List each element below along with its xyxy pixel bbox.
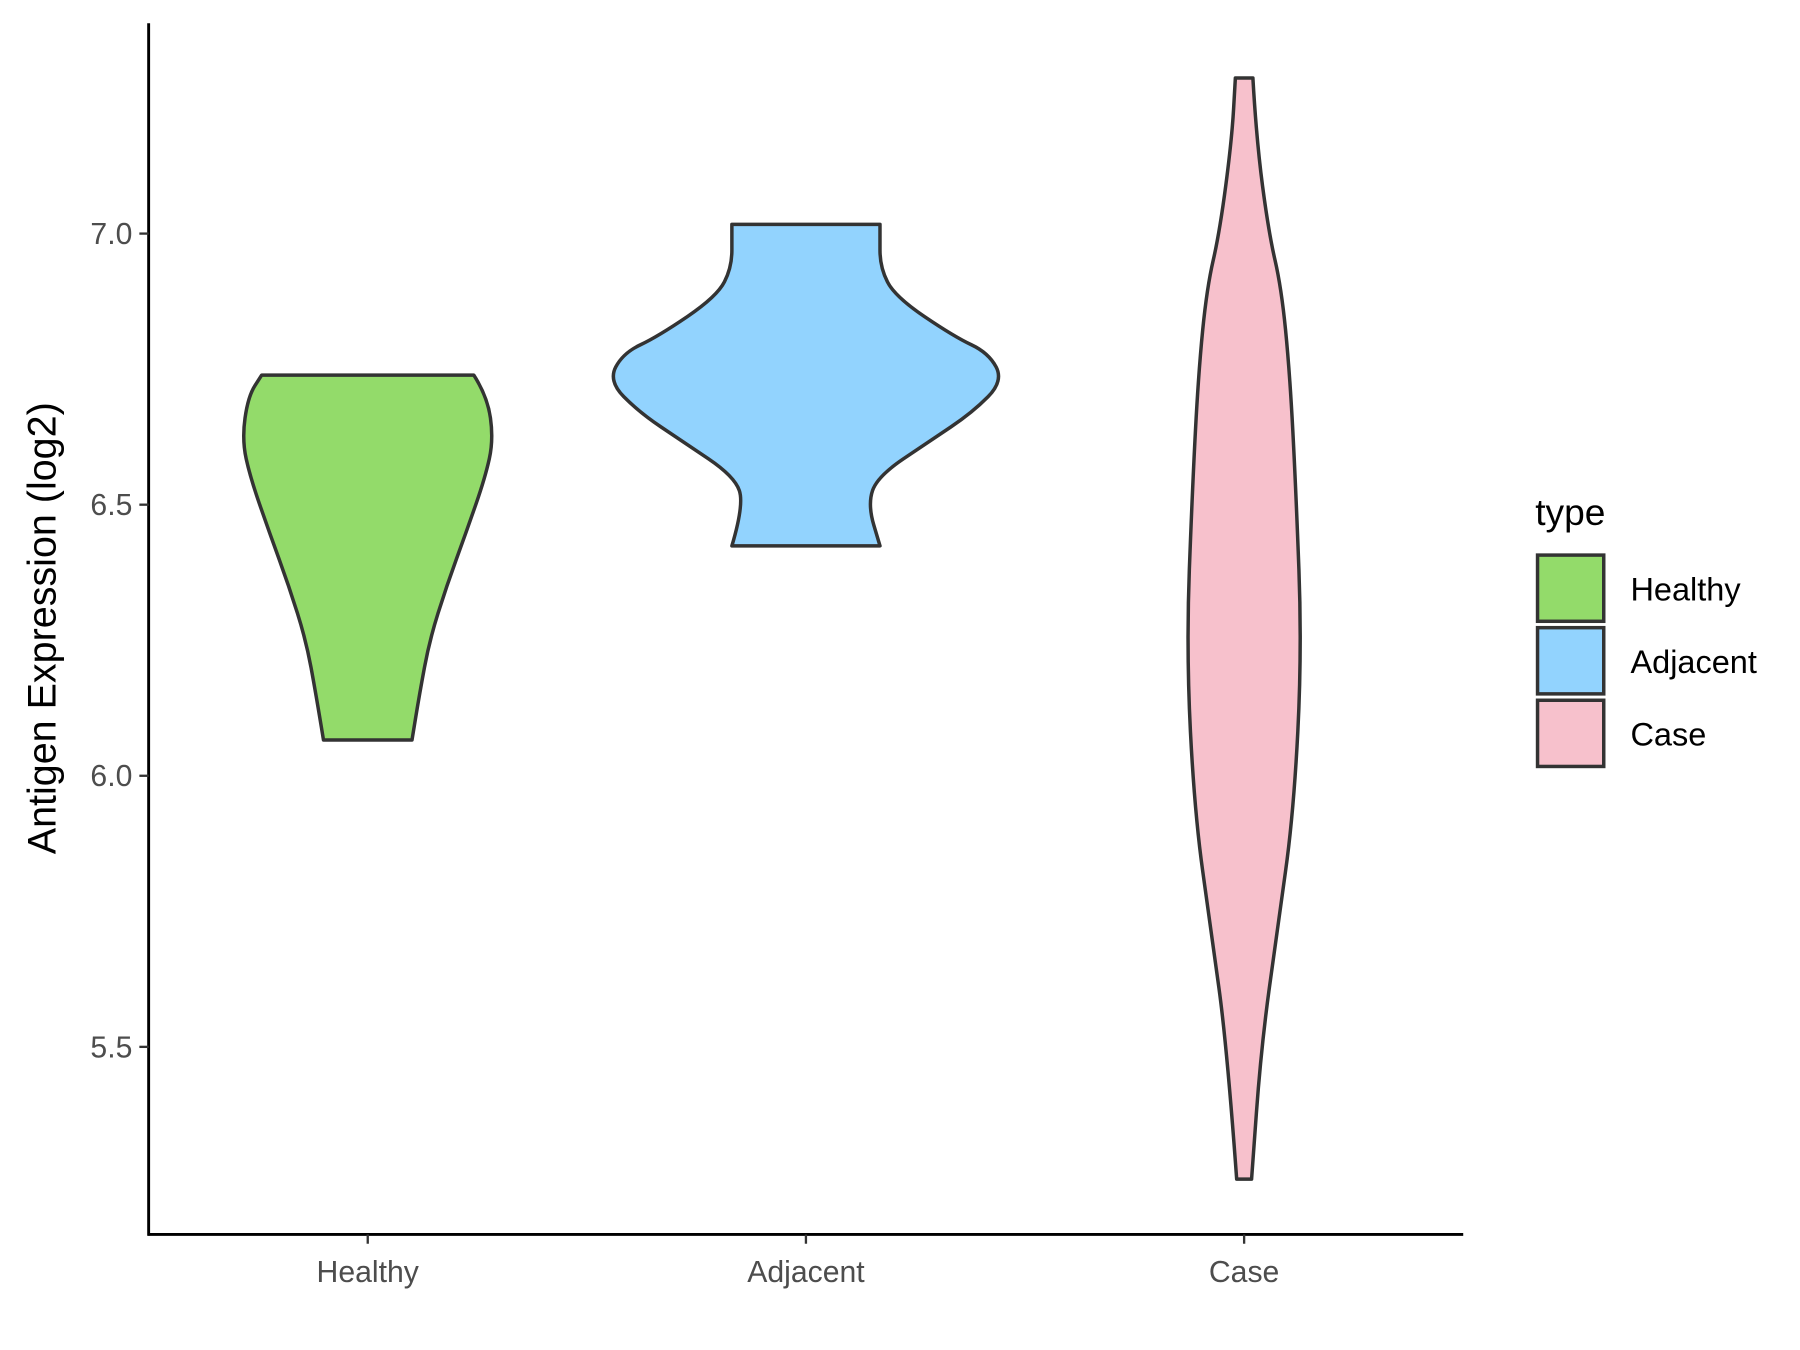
violin [1186,76,1302,1181]
legend-key [1535,625,1606,696]
x-tick-label: Case [1209,1256,1279,1289]
violin [611,222,1001,548]
y-tick-label: 7.0 [90,218,132,251]
y-tick-label: 6.5 [90,489,132,522]
legend-title: type [1535,491,1605,533]
x-tick-label: Adjacent [747,1256,865,1289]
violin [242,373,494,742]
y-axis-title: Antigen Expression (log2) [21,402,65,854]
legend-key [1535,698,1606,769]
y-tick-label: 5.5 [90,1031,132,1064]
legend-label: Healthy [1630,571,1741,607]
y-tick-label: 6.0 [90,760,132,793]
x-tick-label: Healthy [317,1256,420,1289]
legend-label: Adjacent [1630,644,1756,680]
legend-label: Case [1630,717,1706,753]
legend-key [1535,553,1606,624]
